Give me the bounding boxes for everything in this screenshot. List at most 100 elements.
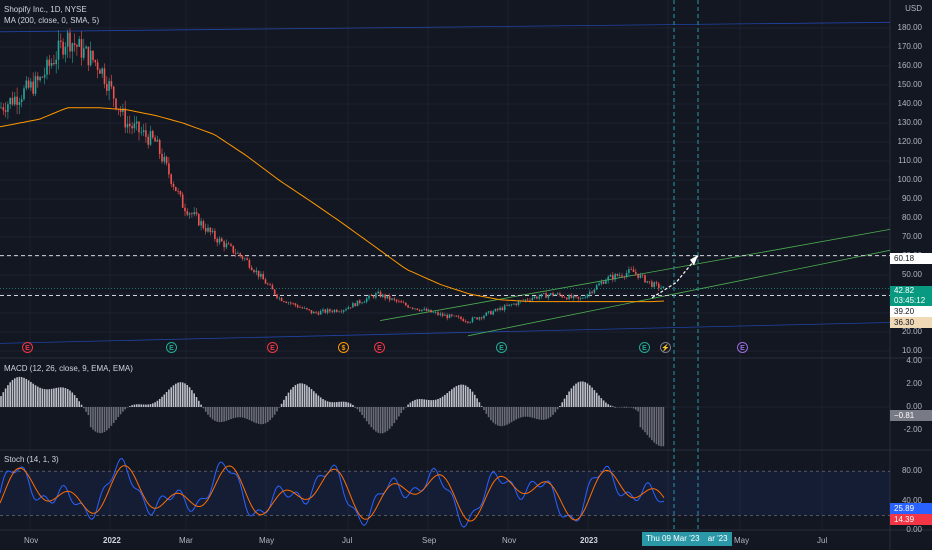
stoch-legend[interactable]: Stoch (14, 1, 3) [4,455,59,464]
macd-histogram-bar [161,396,163,407]
macd-histogram-bar [536,407,538,419]
macd-histogram-bar [586,383,589,407]
macd-histogram-bar [386,407,389,431]
candle-body [147,136,149,145]
candle-body [464,321,467,322]
candle-body [618,275,621,276]
candle-body [331,311,333,313]
macd-histogram-bar [612,406,614,407]
candle-body [600,281,603,284]
earnings-marker-2[interactable]: E [166,342,177,353]
macd-histogram-bar [372,407,375,430]
macd-histogram-bar [409,402,412,407]
candle-body [579,298,582,299]
time-label-nov21: Nov [24,536,39,545]
macd-histogram-bar [296,383,299,407]
candle-body [418,309,421,311]
earnings-marker-future[interactable]: E [737,342,748,353]
macd-histogram-bar [227,407,230,420]
candle-body [53,63,55,65]
macd-histogram-bar [133,404,136,407]
macd-histogram-bar [646,407,649,435]
macd-histogram-bar [108,407,110,429]
earnings-marker-6[interactable]: E [639,342,650,353]
macd-histogram-bar [572,385,575,407]
macd-histogram-bar [50,388,53,407]
candle-body [345,309,347,311]
candle-body [124,108,126,128]
candle-body [101,68,103,74]
target-price-tag: 60.18 [890,253,932,264]
macd-histogram-bar [533,407,536,419]
candle-body [244,258,246,260]
macd-legend[interactable]: MACD (12, 26, close, 9, EMA, EMA) [4,364,133,373]
earnings-marker-4[interactable]: E [374,342,385,353]
ma-legend[interactable]: MA (200, close, 0, SMA, 5) [4,16,100,25]
macd-histogram-bar [602,400,605,407]
candle-body [218,238,221,243]
candle-body [434,312,437,313]
candle-body [359,300,361,304]
macd-histogram-bar [248,407,251,421]
candle-body [462,319,465,322]
candle-body [405,302,407,306]
candle-body [556,293,559,295]
candle-body [437,312,439,315]
macd-histogram-bar [467,386,469,407]
candle-body [614,274,616,280]
macd-histogram-bar [14,378,16,407]
macd-histogram-bar [370,407,373,428]
candle-body [322,309,324,312]
macd-histogram-bar [648,407,651,438]
macd-histogram-bar [520,407,522,418]
macd-histogram-bar [662,407,665,447]
macd-histogram-bar [271,407,274,418]
candle-body [230,244,232,246]
split-marker[interactable]: ⚡ [660,342,671,353]
macd-histogram-bar [391,407,393,427]
macd-histogram-bar [301,383,304,407]
macd-histogram-bar [232,407,235,419]
macd-histogram-bar [563,398,566,407]
macd-histogram-bar [138,404,140,407]
candle-body [407,305,409,308]
candle-body [64,46,67,55]
time-label-2022: 2022 [103,536,121,545]
macd-histogram-bar [651,407,653,441]
macd-histogram-bar [402,407,405,410]
candle-body [138,121,140,133]
macd-histogram-bar [575,383,577,407]
earnings-marker-5[interactable]: E [496,342,507,353]
candle-body [140,131,143,133]
time-cursor-label: Thu 09 Mar '23 ar '23 [642,532,732,546]
candle-body [129,123,131,127]
macd-histogram-bar [175,383,177,407]
candle-body [460,316,462,320]
earnings-marker-1[interactable]: E [22,342,33,353]
macd-histogram-bar [290,389,292,407]
candle-body [163,156,166,162]
candle-body [18,102,21,105]
candle-body [66,32,69,47]
macd-histogram-bar [181,382,184,407]
symbol-legend[interactable]: Shopify Inc., 1D, NYSE [4,5,87,14]
candle-body [0,107,2,108]
macd-histogram-bar [163,394,166,407]
price-axis-label: 20.00 [901,327,922,336]
macd-histogram-bar [262,407,264,425]
candle-body [384,294,386,299]
macd-histogram-bar [589,385,591,407]
macd-histogram-bar [218,407,221,423]
macd-histogram-bar [398,407,400,417]
dividend-marker[interactable]: $ [338,342,349,353]
candle-body [386,295,389,299]
candle-body [354,303,356,307]
candle-body [168,163,170,175]
candle-body [273,289,276,295]
earnings-marker-3[interactable]: E [267,342,278,353]
candle-body [152,131,154,138]
price-axis-label: 110.00 [898,156,922,165]
candle-body [43,74,46,78]
macd-histogram-bar [69,390,71,407]
